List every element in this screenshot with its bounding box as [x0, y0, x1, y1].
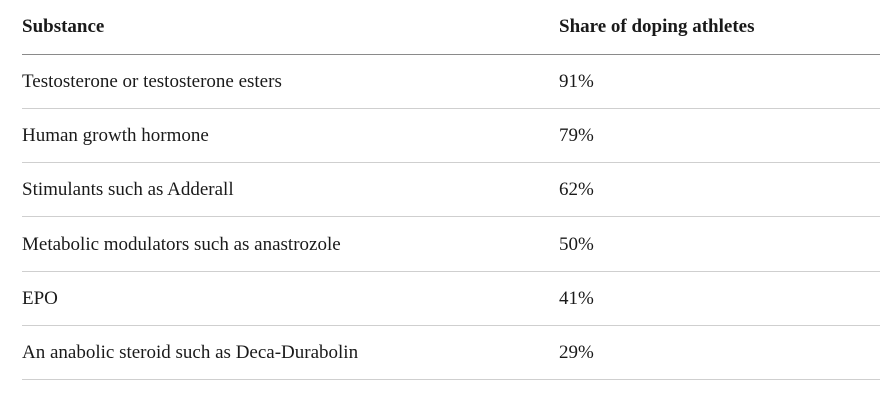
table-cell: Testosterone or testosterone esters	[22, 70, 282, 92]
table-cell: Stimulants such as Adderall	[22, 178, 234, 200]
table-cell: 91%	[559, 70, 594, 92]
table-row: Testosterone or testosterone esters 91%	[22, 55, 880, 109]
table-cell: 62%	[559, 178, 594, 200]
table-cell: Metabolic modulators such as anastrozole	[22, 233, 341, 255]
table-row: Human growth hormone 79%	[22, 109, 880, 163]
table-cell: Substance	[22, 16, 105, 37]
table-cell: 50%	[559, 233, 594, 255]
table-cell: 79%	[559, 124, 594, 146]
header-row: Substance Share of doping athletes	[22, 0, 880, 55]
table-cell: An anabolic steroid such as Deca-Durabol…	[22, 341, 359, 363]
table-row: Metabolic modulators such as anastrozole…	[22, 218, 880, 272]
table-row: EPO 41%	[22, 272, 880, 326]
table-cell: 29%	[559, 341, 594, 363]
table-cell: Share of doping athletes	[559, 16, 755, 37]
table-row: Stimulants such as Adderall 62%	[22, 163, 880, 217]
table-cell: Human growth hormone	[22, 124, 209, 146]
table-cell: 41%	[559, 287, 594, 309]
table-cell: EPO	[22, 287, 58, 309]
table-row: An anabolic steroid such as Deca-Durabol…	[22, 326, 880, 380]
